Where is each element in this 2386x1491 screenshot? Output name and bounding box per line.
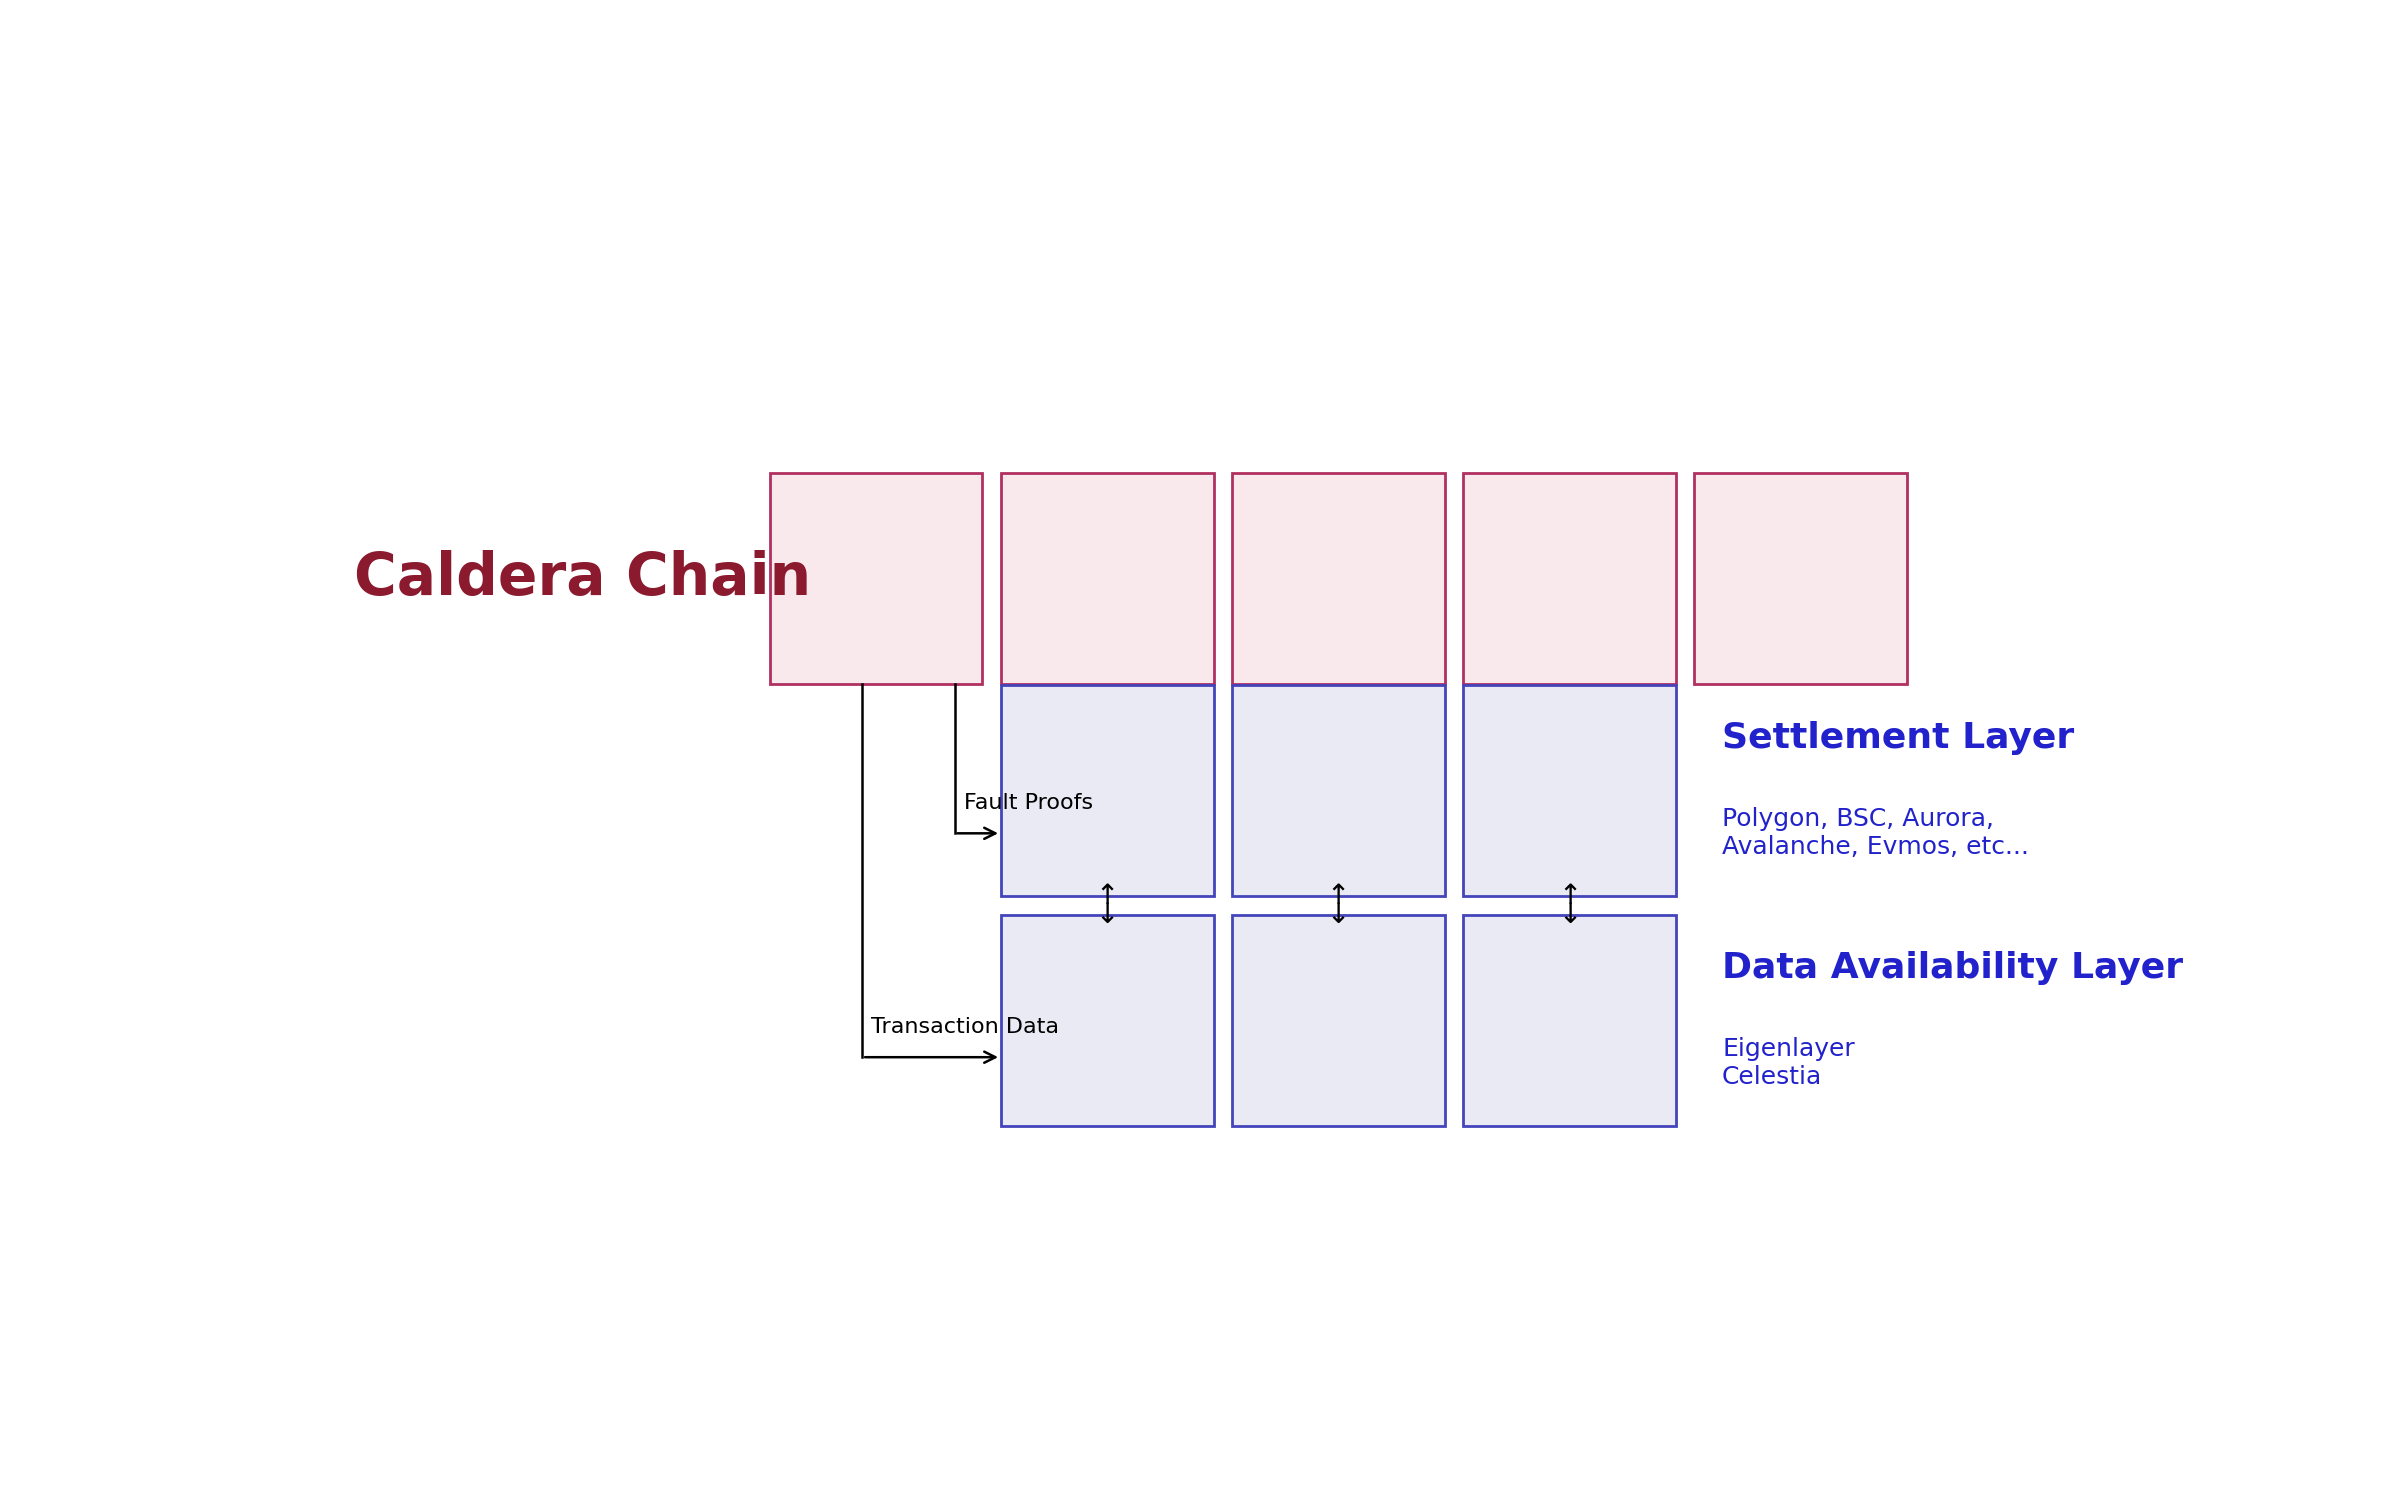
Text: ↑
↓: ↑ ↓: [1327, 883, 1350, 929]
Bar: [1463, 473, 1675, 684]
Text: Caldera Chain: Caldera Chain: [353, 550, 811, 607]
Text: Transaction Data: Transaction Data: [871, 1017, 1059, 1036]
Bar: [1463, 686, 1675, 896]
Bar: [1231, 473, 1446, 684]
Bar: [771, 473, 983, 684]
Text: Eigenlayer
Celestia: Eigenlayer Celestia: [1723, 1036, 1854, 1088]
Bar: [1002, 686, 1214, 896]
Bar: [1002, 473, 1214, 684]
Text: Data Availability Layer: Data Availability Layer: [1723, 951, 2183, 984]
Text: Settlement Layer: Settlement Layer: [1723, 722, 2073, 754]
Bar: [1231, 915, 1446, 1126]
Text: ↑
↓: ↑ ↓: [1558, 883, 1582, 929]
Text: ↑
↓: ↑ ↓: [1095, 883, 1119, 929]
Text: Fault Proofs: Fault Proofs: [964, 793, 1093, 813]
Bar: [1694, 473, 1906, 684]
Bar: [1002, 915, 1214, 1126]
Text: Polygon, BSC, Aurora,
Avalanche, Evmos, etc...: Polygon, BSC, Aurora, Avalanche, Evmos, …: [1723, 807, 2028, 859]
Bar: [1231, 686, 1446, 896]
Bar: [1463, 915, 1675, 1126]
